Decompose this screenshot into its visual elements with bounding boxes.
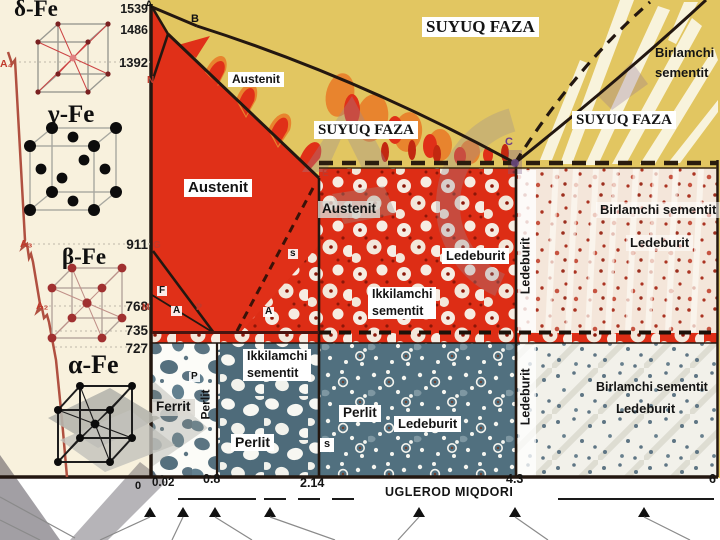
region-austenit-upper: Austenit: [228, 72, 284, 87]
delta-fe-structure: [35, 21, 111, 95]
point-p-red: P: [196, 302, 203, 312]
region-perlit-vertical: Perlit: [198, 389, 213, 420]
region-perlit-a: Perlit: [231, 434, 275, 452]
point-p-upper: P: [189, 371, 200, 382]
point-m: M: [142, 302, 150, 312]
region-ledeburit-vertical-lower: Ledeburit: [518, 368, 533, 426]
temp-1486: 1486: [120, 23, 148, 37]
axis-tick-0-02: 0.02: [152, 477, 175, 489]
point-a1: A: [171, 305, 183, 316]
beta-fe-structure: [47, 263, 127, 343]
region-ledeburit-c: Ledeburit: [394, 416, 462, 433]
point-c-marker: [511, 159, 519, 167]
region-birlamchi-top: Birlamchi sementit: [655, 45, 715, 81]
temp-911: 911: [126, 237, 148, 252]
temp-727: 727: [125, 341, 148, 356]
point-s-upper: s: [288, 248, 298, 259]
birlamchi-top-line1: Birlamchi: [655, 45, 715, 60]
temperature-guides: [14, 61, 150, 348]
austenite-cementite-wedge: [240, 245, 319, 333]
region-ferrit: Ferrit: [152, 399, 195, 416]
region-suyuq-faza-right: SUYUQ FAZA: [572, 111, 676, 130]
delta-fe-label: δ-Fe: [14, 0, 58, 21]
region-birlamchi-mid: Birlamchi sementit: [596, 202, 720, 219]
point-g: G: [153, 240, 161, 251]
region-birlamchi-low: Birlamchi sementit: [596, 380, 708, 394]
axis-tick-0-8: 0.8: [203, 472, 221, 486]
temp-735: 735: [125, 323, 148, 338]
cooling-curve: [6, 51, 69, 478]
temp-1392: 1392: [119, 55, 148, 70]
point-b: B: [191, 13, 199, 25]
region-ledeburit-b: Ledeburit: [626, 235, 694, 252]
curve-point-a3: A₃: [20, 238, 33, 250]
point-a: A: [145, 0, 153, 11]
birlamchi-top-line2: sementit: [655, 65, 709, 81]
axis-markers: [144, 507, 650, 517]
point-f: F: [157, 285, 168, 296]
region-ledeburit-a: Ledeburit: [442, 248, 510, 265]
region-perlit-b: Perlit: [339, 405, 381, 422]
region-suyuq-faza-mid: SUYUQ FAZA: [314, 121, 418, 140]
beta-fe-label: β-Fe: [62, 244, 107, 269]
alpha-fe-structure: [48, 382, 175, 472]
region-ikkilamchi-lower: Ikkilamchi sementit: [243, 349, 312, 381]
ikkilamchi-lower-line1: Ikkilamchi: [247, 349, 308, 363]
region-ledeburit-d: Ledeburit: [616, 401, 676, 416]
eutectoid-strip: [152, 333, 717, 343]
region-austenit-main: Austenit: [184, 179, 252, 198]
region-austenit-mid: Austenit: [318, 201, 380, 218]
axis-tick-2-14: 2.14: [300, 476, 325, 490]
ikkilamchi-upper-line2: sementit: [372, 303, 424, 318]
axis-tick-0: 0: [135, 480, 142, 492]
gamma-fe-structure: [24, 122, 122, 216]
x-axis-label: UGLEROD MIQDORI: [385, 485, 514, 499]
region-ledeburit-vertical-upper: Ledeburit: [518, 237, 533, 295]
region-ikkilamchi-upper: Ikkilamchi sementit: [368, 287, 437, 319]
ledeburit-white-strip-upper: [518, 170, 536, 332]
curve-point-a4: A₄: [0, 58, 13, 70]
ikkilamchi-upper-line1: Ikkilamchi: [372, 287, 433, 301]
curve-point-a2: A₂: [36, 300, 49, 312]
gamma-fe-label: γ-Fe: [48, 101, 95, 128]
point-e: E: [322, 168, 329, 179]
ikkilamchi-lower-line2: sementit: [247, 365, 299, 380]
temp-1539: 1539: [120, 2, 148, 16]
point-a2: A: [263, 306, 275, 317]
axis-tick-4-3: 4.3: [506, 472, 524, 486]
temp-768: 768: [125, 299, 148, 314]
x-axis-furniture: [0, 496, 714, 540]
alpha-fe-label: α-Fe: [68, 350, 119, 379]
point-s-lower: s: [320, 438, 335, 452]
point-c: C: [505, 136, 513, 148]
ledeburit-white-strip-lower: [518, 345, 536, 476]
axis-tick-6: 6: [709, 472, 716, 486]
point-n: N: [147, 75, 155, 86]
region-suyuq-faza-top: SUYUQ FAZA: [422, 17, 539, 38]
leader-lines: [0, 496, 691, 540]
